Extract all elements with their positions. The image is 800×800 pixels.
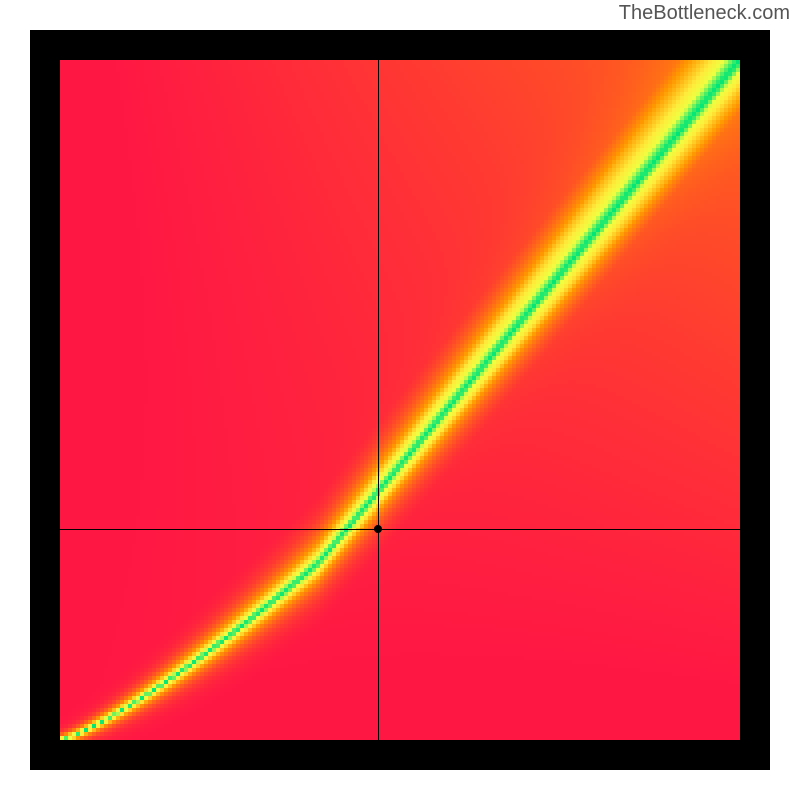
chart-frame xyxy=(30,30,770,770)
watermark-text: TheBottleneck.com xyxy=(619,2,790,25)
crosshair-horizontal xyxy=(60,529,740,530)
crosshair-vertical xyxy=(378,60,379,740)
plot-area xyxy=(60,60,740,740)
chart-container: TheBottleneck.com xyxy=(0,0,800,800)
heatmap-canvas xyxy=(60,60,740,740)
crosshair-marker xyxy=(374,525,382,533)
